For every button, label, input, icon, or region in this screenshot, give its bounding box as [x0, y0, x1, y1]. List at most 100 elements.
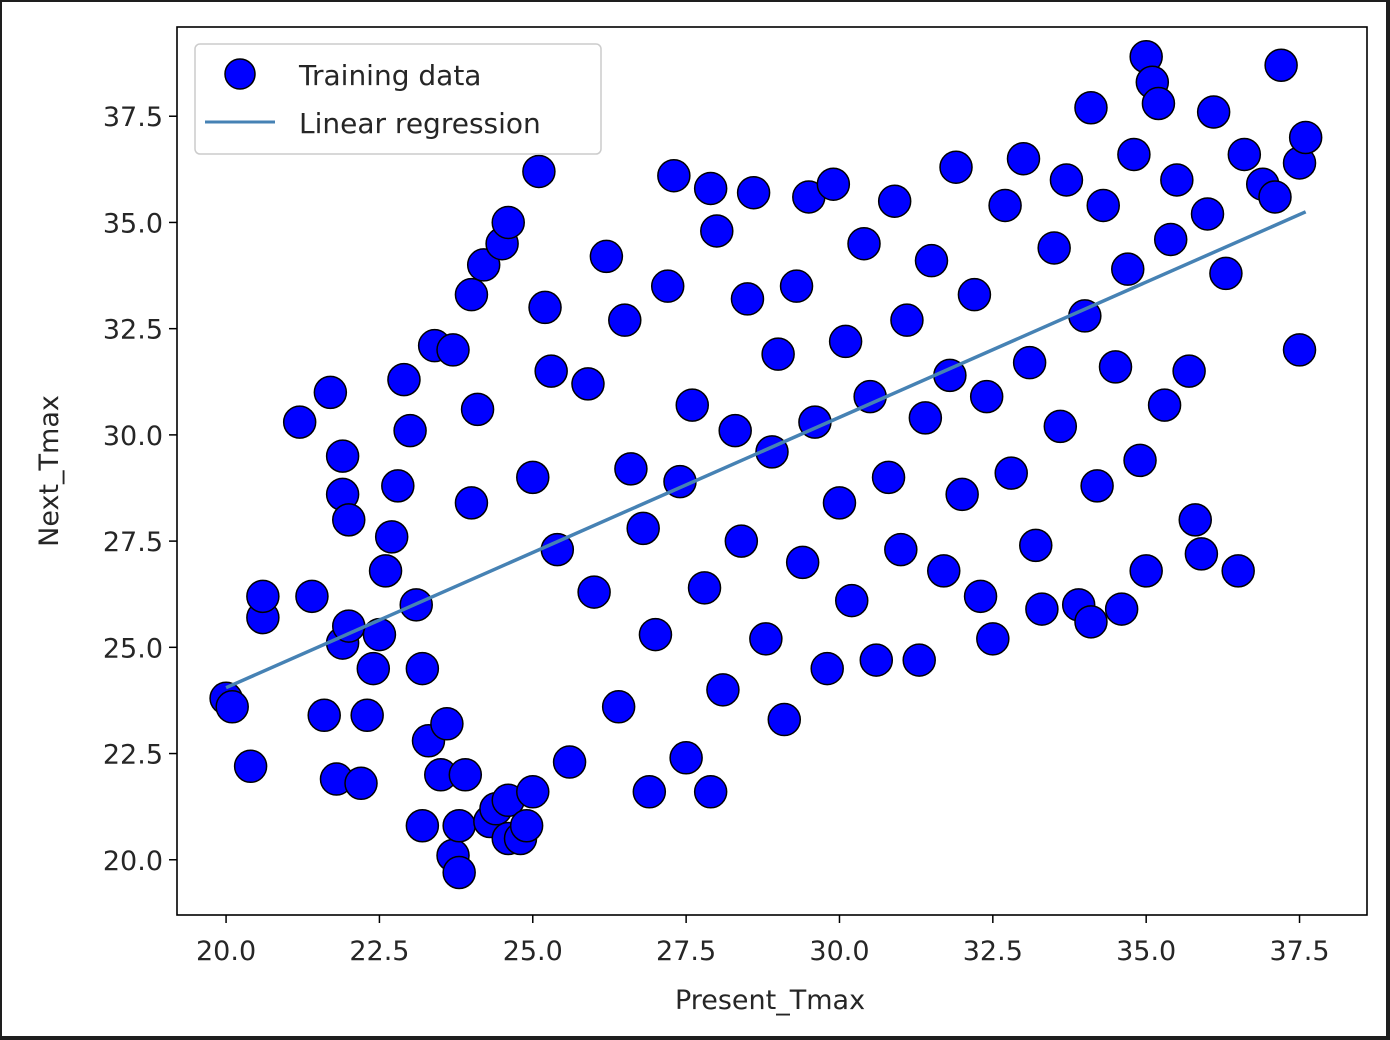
data-point: [601, 690, 636, 724]
data-point: [1282, 333, 1317, 367]
data-point: [522, 154, 556, 189]
y-tick-label: 27.5: [103, 527, 163, 558]
data-point: [730, 282, 765, 316]
data-point: [509, 809, 544, 843]
data-point: [675, 388, 710, 422]
data-point: [859, 643, 894, 677]
data-point: [779, 269, 814, 303]
data-point: [1117, 137, 1151, 172]
data-point: [356, 651, 391, 686]
data-point: [246, 579, 280, 614]
x-axis-ticks: 20.0 22.5 25.0 27.5 30.0 32.5 35.0 37.5: [196, 915, 1330, 967]
data-point: [491, 205, 525, 240]
data-point: [233, 749, 268, 784]
data-point: [834, 583, 869, 618]
data-point: [669, 741, 703, 775]
y-axis-ticks: 20.0 22.5 25.0 27.5 30.0 32.5 35.0 37.5: [103, 102, 177, 877]
data-point: [1227, 137, 1262, 172]
data-point: [589, 239, 624, 274]
y-tick-label: 37.5: [103, 102, 163, 133]
data-point: [969, 379, 1004, 414]
data-point: [761, 337, 795, 371]
data-point: [1190, 197, 1225, 231]
data-point: [890, 303, 924, 337]
data-point: [1012, 345, 1047, 380]
data-point: [963, 579, 998, 614]
data-point: [1258, 180, 1292, 214]
data-point: [393, 413, 427, 448]
data-point: [577, 575, 611, 609]
data-point: [1123, 443, 1157, 478]
y-tick-label: 20.0: [103, 846, 163, 877]
data-point: [957, 277, 992, 312]
y-tick-label: 25.0: [103, 633, 163, 664]
data-point: [1006, 141, 1041, 176]
data-point: [1153, 222, 1188, 257]
data-point: [1221, 554, 1255, 588]
data-point: [1129, 554, 1163, 588]
data-point: [871, 460, 906, 495]
data-point: [454, 486, 489, 520]
data-point: [516, 775, 550, 809]
data-point: [1086, 188, 1120, 223]
data-point: [454, 277, 489, 312]
data-point: [700, 214, 734, 248]
data-point: [332, 503, 366, 537]
data-point: [313, 375, 348, 410]
data-point: [442, 809, 476, 843]
regression-line: [225, 210, 1307, 690]
data-point: [1043, 409, 1078, 444]
y-axis-label: Next_Tmax: [34, 395, 65, 547]
data-point: [638, 617, 673, 652]
data-point: [767, 702, 802, 737]
data-point: [939, 150, 973, 184]
data-point: [571, 367, 605, 401]
data-point: [1104, 592, 1139, 626]
x-tick-label: 30.0: [809, 936, 869, 967]
y-tick-label: 30.0: [103, 421, 163, 452]
data-point: [1184, 537, 1219, 571]
x-tick-label: 27.5: [656, 936, 716, 967]
data-point: [1141, 86, 1176, 121]
data-point: [718, 413, 752, 448]
data-point: [325, 439, 360, 473]
data-point: [1209, 256, 1243, 291]
data-point: [816, 167, 851, 201]
data-point: [828, 324, 863, 359]
data-point: [442, 855, 476, 890]
data-point: [657, 158, 691, 193]
data-point: [1074, 605, 1108, 639]
data-point: [914, 243, 949, 278]
data-point: [1147, 388, 1182, 422]
data-point: [902, 643, 936, 677]
data-point: [1098, 350, 1133, 384]
data-point: [1160, 163, 1194, 197]
data-point: [927, 554, 961, 588]
data-point: [877, 184, 912, 218]
legend-box: [194, 43, 602, 155]
data-point: [1049, 163, 1084, 197]
data-point: [430, 707, 464, 741]
data-point: [374, 520, 409, 554]
data-point: [1111, 252, 1145, 286]
data-point: [706, 673, 740, 707]
data-point: [368, 554, 403, 588]
data-point: [608, 303, 642, 337]
data-point: [282, 405, 317, 439]
data-point: [1264, 48, 1298, 82]
data-point: [785, 545, 820, 580]
data-point: [436, 333, 470, 367]
data-point: [295, 579, 329, 614]
data-point: [387, 362, 421, 397]
data-point: [405, 651, 440, 686]
regression-line-layer: [225, 210, 1307, 690]
data-point: [945, 477, 979, 512]
x-tick-label: 35.0: [1116, 936, 1176, 967]
legend-label-training-data: Training data: [298, 59, 481, 92]
x-tick-label: 25.0: [503, 936, 563, 967]
x-axis-label: Present_Tmax: [675, 985, 865, 1016]
data-point: [976, 622, 1010, 656]
data-point: [650, 269, 685, 303]
